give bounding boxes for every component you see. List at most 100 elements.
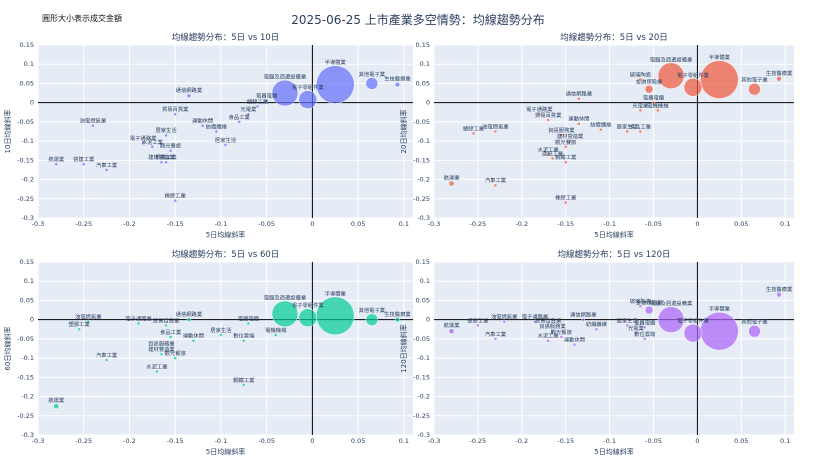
data-point[interactable] <box>546 152 550 157</box>
data-point[interactable] <box>634 331 638 335</box>
data-point[interactable] <box>568 139 572 143</box>
data-point[interactable] <box>577 96 581 101</box>
data-point[interactable] <box>86 319 91 324</box>
data-point[interactable] <box>493 129 498 134</box>
data-point[interactable] <box>164 323 168 328</box>
data-point[interactable] <box>164 160 168 165</box>
x-axis-label: 5日均線斜率 <box>206 230 245 239</box>
data-point[interactable] <box>54 162 59 167</box>
data-point[interactable] <box>214 129 219 134</box>
data-point[interactable] <box>638 108 643 113</box>
data-point[interactable] <box>493 337 498 341</box>
data-point[interactable] <box>546 323 550 328</box>
data-point[interactable] <box>537 112 542 117</box>
data-point[interactable] <box>365 77 379 90</box>
data-point[interactable] <box>594 327 599 332</box>
data-point[interactable] <box>448 180 455 187</box>
data-point[interactable] <box>748 82 761 96</box>
data-point[interactable] <box>159 352 164 357</box>
data-point[interactable] <box>577 121 581 126</box>
data-point[interactable] <box>657 306 685 333</box>
data-point[interactable] <box>657 62 685 90</box>
data-point[interactable] <box>141 141 146 145</box>
data-point[interactable] <box>223 143 228 147</box>
data-point[interactable] <box>394 317 401 323</box>
data-point[interactable] <box>365 313 379 326</box>
data-point[interactable] <box>219 333 223 337</box>
data-point[interactable] <box>237 120 242 124</box>
data-point[interactable] <box>200 123 205 128</box>
data-point[interactable] <box>598 127 603 132</box>
data-point[interactable] <box>656 108 660 113</box>
data-point[interactable] <box>502 319 507 324</box>
data-point[interactable] <box>77 327 82 332</box>
data-point[interactable] <box>159 160 164 165</box>
data-point[interactable] <box>559 335 564 339</box>
data-point[interactable] <box>546 338 550 343</box>
data-point[interactable] <box>298 90 318 109</box>
point-label: 半導體業 <box>325 58 347 66</box>
data-point[interactable] <box>164 133 168 138</box>
data-point[interactable] <box>642 337 647 341</box>
data-point[interactable] <box>776 76 782 82</box>
data-point[interactable] <box>136 321 141 326</box>
data-point[interactable] <box>271 300 299 328</box>
data-point[interactable] <box>546 118 550 122</box>
data-point[interactable] <box>81 162 86 167</box>
data-point[interactable] <box>448 328 455 335</box>
data-point[interactable] <box>255 104 260 109</box>
data-point[interactable] <box>150 145 155 149</box>
data-point[interactable] <box>173 198 178 203</box>
data-point[interactable] <box>159 346 164 351</box>
data-point[interactable] <box>638 77 643 82</box>
data-point[interactable] <box>394 81 401 88</box>
data-point[interactable] <box>572 342 577 347</box>
data-point[interactable] <box>700 60 739 99</box>
data-point[interactable] <box>191 338 196 343</box>
data-point[interactable] <box>683 323 703 343</box>
data-point[interactable] <box>104 358 109 362</box>
data-point[interactable] <box>104 168 109 172</box>
data-point[interactable] <box>273 333 278 337</box>
data-point[interactable] <box>533 319 537 324</box>
data-point[interactable] <box>563 200 568 205</box>
data-point[interactable] <box>186 93 192 98</box>
data-point[interactable] <box>638 129 643 134</box>
data-point[interactable] <box>625 129 630 134</box>
data-point[interactable] <box>316 65 355 104</box>
data-point[interactable] <box>550 156 555 161</box>
data-point[interactable] <box>625 323 630 328</box>
data-point[interactable] <box>298 308 318 327</box>
data-point[interactable] <box>271 79 299 107</box>
data-point[interactable] <box>471 131 476 136</box>
data-point[interactable] <box>241 338 246 343</box>
data-point[interactable] <box>246 112 251 117</box>
data-point[interactable] <box>168 148 173 153</box>
point-label: 半導體業 <box>709 305 731 313</box>
data-point[interactable] <box>155 369 159 374</box>
data-point[interactable] <box>559 133 564 138</box>
data-point[interactable] <box>642 325 647 330</box>
data-point[interactable] <box>53 403 60 410</box>
data-point[interactable] <box>476 323 480 328</box>
data-point[interactable] <box>493 183 498 188</box>
data-point[interactable] <box>748 324 761 338</box>
data-point[interactable] <box>776 292 782 298</box>
data-point[interactable] <box>246 321 251 326</box>
data-point[interactable] <box>186 317 192 322</box>
data-point[interactable] <box>168 335 173 339</box>
data-point[interactable] <box>563 160 568 165</box>
data-point[interactable] <box>563 145 568 149</box>
data-point[interactable] <box>173 112 178 117</box>
data-point[interactable] <box>644 84 654 94</box>
data-point[interactable] <box>264 98 269 103</box>
data-point[interactable] <box>638 304 643 309</box>
data-point[interactable] <box>241 383 246 387</box>
data-point[interactable] <box>683 78 703 97</box>
data-point[interactable] <box>173 356 178 360</box>
data-point[interactable] <box>651 100 656 105</box>
data-point[interactable] <box>581 317 586 322</box>
data-point[interactable] <box>91 123 95 128</box>
data-point[interactable] <box>644 305 654 315</box>
data-point[interactable] <box>550 329 555 334</box>
